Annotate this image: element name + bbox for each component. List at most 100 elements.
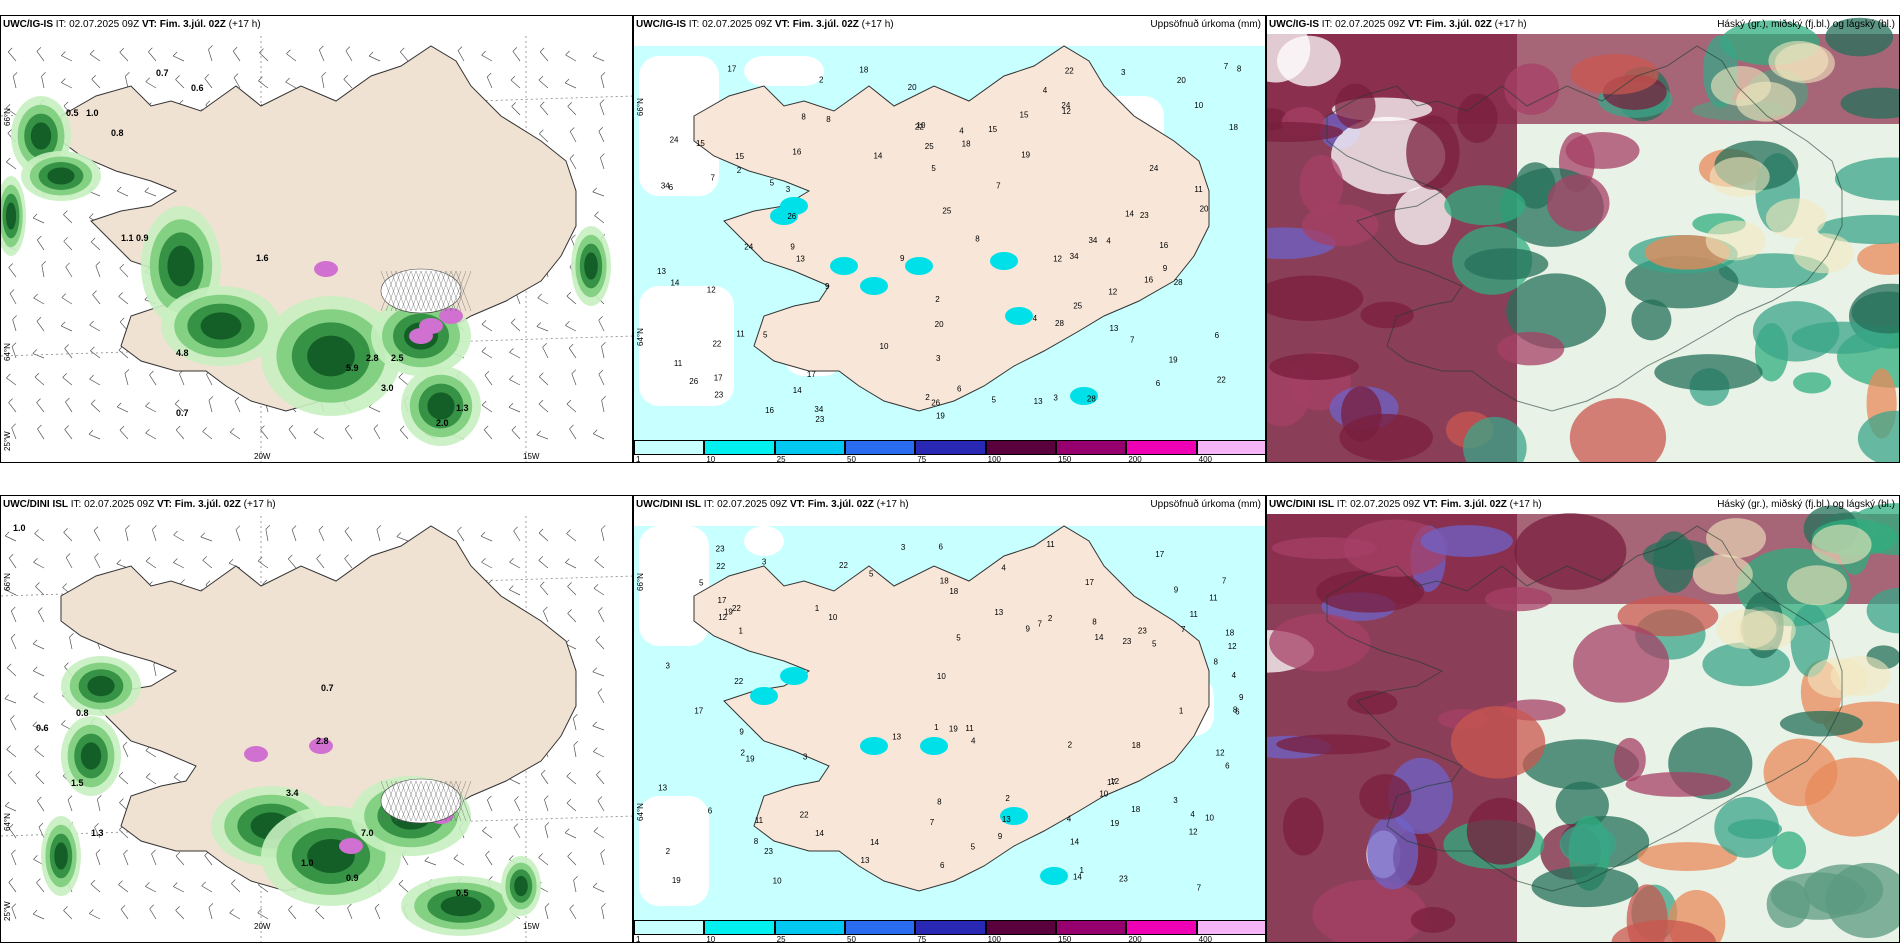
colorbar-swatch (704, 920, 775, 935)
precip-map: 2415391217192223111013141876824153912171… (634, 525, 1265, 922)
lat-label-66: 66°N (636, 98, 645, 116)
precip-value-label: 13 (892, 733, 901, 742)
rain-value-label: 0.7 (321, 683, 334, 693)
precip-value-label: 17 (714, 374, 723, 383)
precip-value-label: 5 (869, 569, 874, 578)
precip-value-label: 11 (1190, 610, 1199, 619)
rain-value-label: 2.0 (436, 418, 449, 428)
precip-value-label: 12 (1110, 777, 1119, 786)
lon-label-25: 25°W (3, 901, 12, 921)
precip-value-label: 2 (741, 748, 746, 757)
precip-value-label: 17 (807, 370, 816, 379)
precip-value-label: 5 (992, 396, 997, 405)
iceland-outline (1326, 525, 1843, 892)
precip-value-label: 6 (940, 861, 945, 870)
precip-value-label: 19 (1021, 151, 1030, 160)
precip-value-label: 14 (1070, 838, 1079, 847)
colorbar-swatch (1056, 920, 1127, 935)
colorbar-tick: 150 (1058, 935, 1072, 943)
precip-colorbar: 1 10 25 50 75 100 150 200 400 (634, 440, 1265, 462)
colorbar-swatch (845, 920, 916, 935)
precip-value-label: 28 (1055, 319, 1064, 328)
precip-value-label: 3 (936, 354, 941, 363)
wind-rain-map: 0.7 0.6 0.5 1.0 0.8 0.91.1 1.6 4.8 5.9 2.5 3.0 2.8 1… (1, 36, 632, 462)
precip-value-label: 12 (1053, 255, 1062, 264)
precip-value-label: 5 (699, 578, 704, 587)
precip-value-label: 5 (770, 178, 775, 187)
precip-value-label: 25 (925, 142, 934, 151)
rain-areas (41, 656, 541, 936)
precip-value-label: 1 (934, 723, 939, 732)
colorbar-tick: 50 (847, 935, 856, 943)
precip-value-label: 9 (1025, 624, 1030, 633)
precip-value-label: 11 (674, 359, 683, 368)
precip-value-label: 19 (1110, 819, 1119, 828)
precip-value-label: 7 (1197, 884, 1202, 893)
lat-label-64: 64°N (636, 328, 645, 346)
precip-colorbar: 1 10 25 50 75 100 150 200 400 (634, 920, 1265, 942)
precip-value-label: 5 (971, 843, 976, 852)
precip-value-label: 25 (942, 207, 951, 216)
panel-header: UWC/IG-IS IT: 02.07.2025 09Z VT: Fim. 3.… (1269, 19, 1527, 30)
precip-value-label: 28 (1087, 394, 1096, 403)
precip-value-label: 34 (661, 181, 670, 190)
colorbar-tick: 75 (917, 455, 927, 463)
precip-value-label: 20 (908, 83, 917, 92)
rain-value-label: 4.8 (176, 348, 189, 358)
precip-value-label: 3 (1053, 394, 1058, 403)
precip-value-label: 19 (746, 754, 755, 763)
colorbar-swatch (1196, 440, 1265, 455)
precip-value-label: 22 (800, 811, 809, 820)
precip-value-label: 17 (718, 596, 727, 605)
precip-value-label: 24 (1061, 101, 1070, 110)
precip-value-label: 9 (998, 832, 1003, 841)
colorbar-tick: 400 (1198, 935, 1213, 943)
panel-title: Uppsöfnuð úrkoma (mm) (1150, 19, 1261, 30)
colorbar-swatch (915, 920, 986, 935)
precip-value-label: 24 (744, 243, 753, 252)
rain-value-labels: 1.0 0.6 0.8 1.5 1.3 0.7 3.4 7.0 1.0 0.9 2.8 0.5 (13, 523, 469, 898)
precip-value-label: 19 (724, 607, 733, 616)
panel-clouds-igis: UWC/IG-IS IT: 02.07.2025 09Z VT: Fim. 3.… (1266, 15, 1900, 463)
precip-value-label: 13 (658, 783, 667, 792)
rain-value-label: 1.0 (13, 523, 26, 533)
colorbar-tick: 100 (987, 935, 1002, 943)
precip-value-label: 12 (1062, 107, 1071, 116)
precip-value-label: 22 (915, 123, 924, 132)
precip-value-label: 7 (1224, 62, 1229, 71)
colorbar-swatch (1126, 920, 1197, 935)
precip-value-label: 5 (763, 331, 768, 340)
precip-value-label: 22 (732, 604, 741, 613)
precip-value-label: 10 (917, 121, 926, 130)
precip-value-label: 9 (739, 727, 744, 736)
precip-value-label: 2 (819, 76, 824, 85)
rain-value-label: 1.3 (91, 828, 104, 838)
rain-areas (1, 96, 611, 446)
iceland-land (693, 525, 1210, 892)
lat-label-66: 66°N (3, 573, 12, 591)
precip-value-label: 11 (755, 816, 764, 825)
precip-value-label: 8 (1233, 705, 1238, 714)
precip-value-label: 24 (1149, 164, 1158, 173)
precip-value-label: 23 (714, 391, 723, 400)
rain-value-label: 7.0 (361, 828, 374, 838)
lon-label-15: 15W (523, 922, 540, 931)
precip-value-label: 6 (708, 806, 713, 815)
cloud-layers (1267, 503, 1899, 942)
precip-value-label: 7 (711, 173, 716, 182)
precip-value-label: 9 (825, 282, 830, 291)
lon-label-25: 25°W (3, 431, 12, 451)
rain-value-label: 1.0 (86, 108, 99, 118)
colorbar-tick: 10 (706, 455, 716, 463)
precip-value-label: 18 (940, 576, 949, 585)
iceland-outline (1326, 45, 1843, 412)
precip-value-label: 15 (696, 139, 705, 148)
precip-value-label: 8 (1214, 658, 1219, 667)
colorbar-tick: 25 (776, 455, 786, 463)
precip-value-label: 6 (1235, 708, 1240, 717)
rain-value-label: 3.0 (381, 383, 394, 393)
precip-value-label: 18 (1229, 123, 1238, 132)
precip-value-label: 4 (1106, 237, 1111, 246)
precip-value-label: 10 (937, 672, 946, 681)
